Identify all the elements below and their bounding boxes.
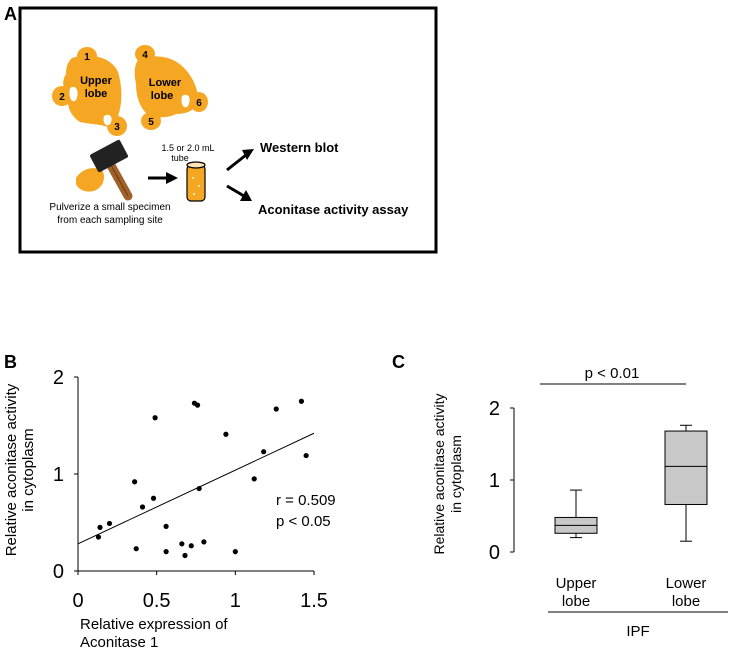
lower-lobe-label: Lower <box>149 77 182 89</box>
b-stat-p: p < 0.05 <box>276 513 331 530</box>
b-data-point <box>273 406 279 412</box>
b-y-tick-label: 1 <box>53 464 64 486</box>
site-number: 6 <box>196 98 202 109</box>
c-category-label: Lower <box>666 575 707 592</box>
b-x-tick-label: 1 <box>230 590 241 612</box>
arrow-icon <box>226 149 254 172</box>
c-ylabel: in cytoplasm <box>448 435 464 513</box>
aconitase-assay-label: Aconitase activity assay <box>258 202 409 217</box>
b-data-point <box>150 495 157 501</box>
site-number: 5 <box>148 117 154 128</box>
c-ylabel: Relative aconitase activity <box>431 393 447 554</box>
c-y-tick-label: 2 <box>489 398 500 420</box>
group-label: IPF <box>626 623 649 640</box>
b-data-point <box>179 541 185 547</box>
panel-a: A 1 2 3 4 5 6 Upper lobe Lower lobe <box>4 4 438 254</box>
b-data-point <box>261 449 267 455</box>
b-data-point <box>196 485 202 492</box>
lung-lobe-icon <box>134 45 208 130</box>
site-number: 4 <box>142 50 148 61</box>
panel-c-letter: C <box>392 352 405 372</box>
b-data-point <box>188 543 194 549</box>
c-y-tick-label: 1 <box>489 470 500 492</box>
c-category-label: Upper <box>556 575 597 592</box>
b-data-point <box>201 539 207 545</box>
b-x-tick-label: 0 <box>72 590 83 612</box>
significance-label: p < 0.01 <box>585 365 640 382</box>
b-xlabel: Aconitase 1 <box>80 634 158 651</box>
hammer-icon <box>76 139 133 201</box>
site-6 <box>190 92 208 112</box>
western-blot-label: Western blot <box>260 140 339 155</box>
b-data-point <box>95 534 102 540</box>
arrow-icon <box>226 184 252 201</box>
tube-label: tube <box>171 153 189 163</box>
lung-lobe-icon <box>52 47 127 136</box>
b-data-point <box>163 549 169 555</box>
c-category-label: lobe <box>672 593 700 610</box>
b-data-point <box>232 549 238 555</box>
schematic-frame <box>18 6 438 254</box>
panel-c: C 0 1 2 Relative aconitase activity in cyt… <box>392 352 728 640</box>
b-data-point <box>152 415 158 421</box>
b-data-point <box>163 523 169 529</box>
b-x-tick-label: 0.5 <box>143 590 171 612</box>
site-5 <box>141 112 161 130</box>
scatter-plot: 0 0.5 1 1.5 0 1 2 <box>53 367 328 612</box>
b-xlabel: Relative expression of <box>80 616 228 633</box>
box-plot: 0 1 2 <box>489 398 708 564</box>
pulverize-caption: Pulverize a small specimen <box>49 202 170 213</box>
b-fit-line <box>77 432 315 545</box>
b-stat-r: r = 0.509 <box>276 492 336 509</box>
b-data-point <box>223 431 229 437</box>
b-y-tick-label: 2 <box>53 367 64 389</box>
site-3 <box>107 116 127 136</box>
b-data-point <box>139 504 146 510</box>
b-data-point <box>133 546 139 552</box>
b-data-point <box>298 398 305 404</box>
b-data-point <box>182 552 188 559</box>
b-data-point <box>97 524 103 530</box>
b-data-point <box>251 476 257 482</box>
b-x-tick-label: 1.5 <box>300 590 328 612</box>
site-2 <box>52 86 72 106</box>
upper-lobe-label: lobe <box>85 88 108 100</box>
panel-a-letter: A <box>4 4 17 24</box>
tube-label: 1.5 or 2.0 mL <box>161 143 214 153</box>
site-4 <box>135 45 155 63</box>
panel-b: B 0 0.5 1 1.5 0 1 2 Relative aconitase activit… <box>3 352 336 651</box>
c-box <box>664 430 708 505</box>
b-data-point <box>132 479 138 485</box>
site-number: 2 <box>59 92 65 103</box>
site-1 <box>77 47 97 65</box>
site-number: 3 <box>114 122 120 133</box>
b-y-tick-label: 0 <box>53 561 64 583</box>
panel-b-letter: B <box>4 352 17 372</box>
b-data-point <box>106 520 113 527</box>
arrow-icon <box>148 172 178 184</box>
b-data-point <box>303 452 309 459</box>
b-ylabel: in cytoplasm <box>20 428 37 511</box>
b-data-point <box>194 402 201 408</box>
b-ylabel: Relative aconitase activity <box>3 383 20 556</box>
site-number: 1 <box>84 52 90 63</box>
c-category-label: lobe <box>562 593 590 610</box>
lower-lobe-label: lobe <box>151 90 174 102</box>
pulverize-caption: from each sampling site <box>57 215 163 226</box>
tube-icon <box>186 161 206 202</box>
c-y-tick-label: 0 <box>489 542 500 564</box>
upper-lobe-label: Upper <box>80 75 113 87</box>
